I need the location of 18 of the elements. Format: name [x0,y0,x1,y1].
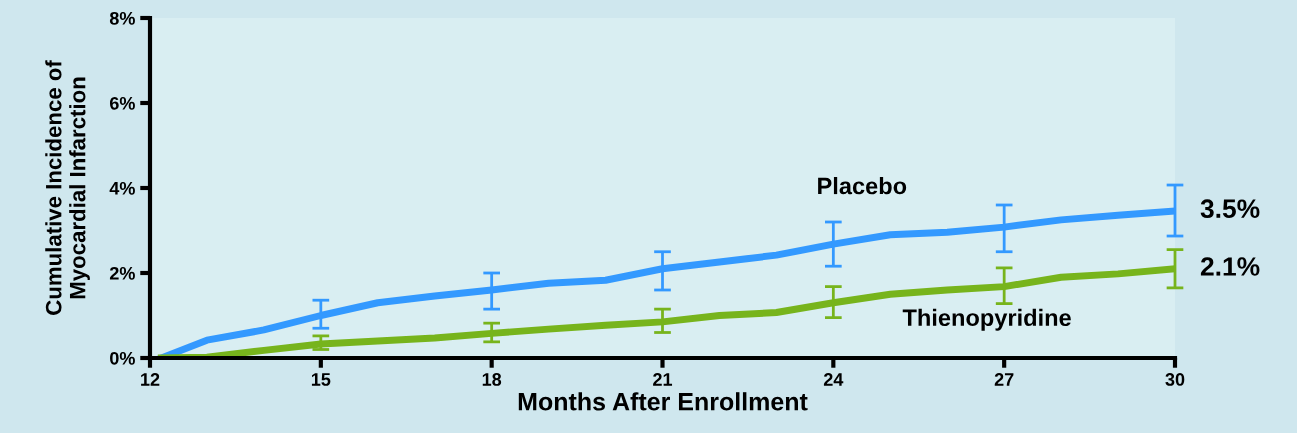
y-tick-label: 8% [109,11,135,25]
x-tick-label: 15 [311,373,331,386]
x-tick-label: 27 [994,373,1014,386]
y-tick-label: 6% [109,96,135,110]
series-label: Thienopyridine [902,308,1071,331]
y-tick-label: 4% [109,181,135,195]
x-tick-label: 12 [141,373,160,386]
annotation: 2.1% [1200,257,1260,276]
series-label: Placebo [818,176,907,195]
x-tick-label: 21 [653,373,673,386]
x-tick-label: 24 [823,373,844,386]
annotation: 3.5% [1200,199,1260,219]
y-tick-label: 0% [110,351,135,365]
y-axis-title: Cumulative Incidence of Myocardial Infarction [45,60,90,315]
x-axis-title: Months After Enrollment [518,392,808,411]
x-tick-label: 30 [1165,373,1185,386]
y-tick-label: 2% [109,266,135,280]
x-tick-label: 18 [482,373,502,386]
